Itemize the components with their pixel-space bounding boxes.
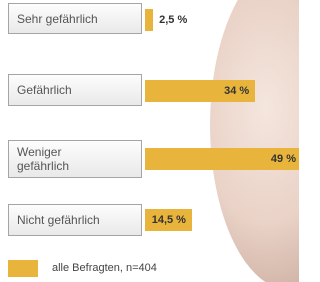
chart: Sehr gefährlich 2,5 % Gefährlich 34 % Wenige… — [0, 0, 299, 282]
value-label: 2,5 % — [159, 9, 187, 31]
category-label: Nicht gefährlich — [8, 204, 142, 236]
value-label: 34 % — [224, 80, 249, 102]
page: Sehr gefährlich 2,5 % Gefährlich 34 % Wenige… — [0, 0, 299, 282]
value-label: 14,5 % — [152, 209, 186, 231]
category-label: Sehr gefährlich — [8, 3, 142, 34]
legend-swatch — [8, 260, 38, 277]
category-label: Weniger gefährlich — [8, 140, 142, 178]
value-label: 49 % — [271, 148, 296, 170]
bar — [145, 9, 153, 31]
background-photo — [210, 0, 299, 282]
category-label: Gefährlich — [8, 74, 142, 106]
legend-label: alle Befragten, n=404 — [52, 262, 157, 274]
